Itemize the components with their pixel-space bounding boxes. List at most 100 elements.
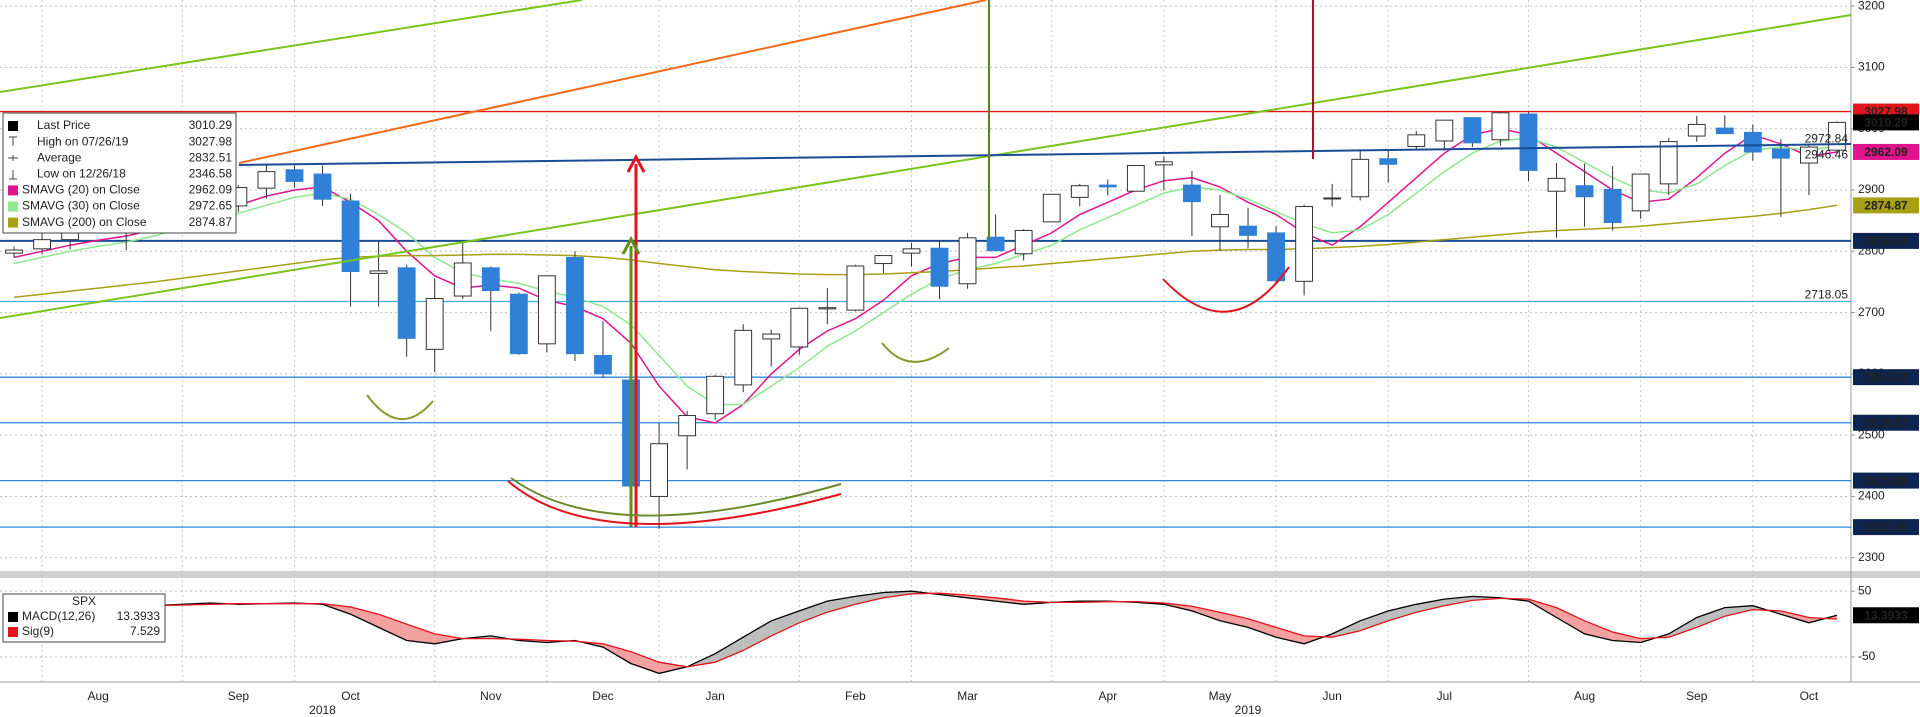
candle-body	[1351, 158, 1370, 198]
macd-fill	[1388, 604, 1417, 621]
macd-fill	[1360, 610, 1389, 631]
macd-fill	[406, 624, 435, 644]
arc	[510, 477, 842, 517]
level-label: 2972.84	[1805, 132, 1849, 146]
candle-body	[566, 256, 584, 355]
candle-body	[1407, 134, 1426, 147]
candle-body	[846, 265, 865, 311]
candle-body	[1547, 177, 1566, 192]
legend-label: Average	[37, 150, 82, 164]
x-tick-label: Sep	[228, 689, 250, 703]
y-tick-label: 2700	[1858, 305, 1885, 319]
level-label: 2874.87	[1864, 199, 1908, 213]
candle-body	[313, 173, 332, 200]
candle-body	[1295, 206, 1314, 282]
macd-fill	[378, 614, 407, 641]
legend-value: 2972.65	[189, 199, 233, 213]
legend-marker	[8, 627, 18, 637]
candle-body	[986, 236, 1005, 252]
macd-fill	[434, 633, 463, 644]
trend-line	[238, 0, 987, 164]
macd-fill	[1248, 618, 1277, 638]
candle-body	[1211, 214, 1229, 228]
legend-value: 2832.51	[189, 150, 233, 164]
candle-body	[1631, 173, 1650, 212]
level-box	[1853, 519, 1919, 536]
macd-fill	[602, 643, 632, 664]
candle-body	[1519, 113, 1538, 171]
candle-body	[874, 255, 893, 265]
candle-body	[1183, 184, 1201, 203]
level-label: 2520.27	[1864, 416, 1908, 430]
candle-body	[762, 333, 781, 340]
level-label: 2816.94	[1864, 234, 1908, 248]
legend-label: SMAVG (30) on Close	[22, 199, 140, 213]
macd-fill	[799, 601, 828, 623]
x-tick-label: Aug	[1574, 689, 1595, 703]
arc	[1162, 266, 1290, 313]
y-tick-label: -50	[1858, 649, 1876, 663]
macd-fill	[1696, 607, 1725, 628]
macd-fill	[883, 591, 912, 598]
candle-body	[1070, 185, 1089, 198]
candle-body	[1491, 112, 1510, 141]
macd-fill	[743, 620, 772, 651]
year-label: 2019	[1235, 703, 1262, 717]
candle-body	[818, 307, 837, 310]
candle-body	[1379, 158, 1398, 165]
candle-body	[1154, 161, 1173, 166]
arc	[507, 480, 842, 525]
macd-fill	[1556, 607, 1585, 634]
legend-label: Sig(9)	[22, 624, 54, 638]
candle-body	[1659, 141, 1678, 185]
value-label: 13.3933	[1864, 608, 1908, 622]
candle-body	[1800, 146, 1818, 164]
x-tick-label: Jun	[1322, 689, 1341, 703]
macd-fill	[631, 651, 660, 674]
y-tick-label: 2500	[1858, 427, 1885, 441]
x-tick-label: Apr	[1098, 689, 1117, 703]
y-tick-label: 2300	[1858, 550, 1885, 564]
legend-value: 2874.87	[189, 215, 233, 229]
y-tick-label: 2400	[1858, 489, 1885, 503]
x-tick-label: Jul	[1437, 689, 1452, 703]
macd-fill	[967, 595, 996, 602]
legend-value: 3027.98	[189, 134, 233, 148]
legend-marker	[8, 201, 18, 212]
x-tick-label: Nov	[480, 689, 501, 703]
level-label: 3010.29	[1864, 116, 1908, 130]
level-box	[1853, 232, 1919, 249]
x-tick-label: Oct	[341, 689, 360, 703]
candle-body	[341, 200, 360, 273]
x-tick-label: May	[1209, 689, 1232, 703]
level-label: 2350.00	[1864, 520, 1908, 534]
candle-body	[958, 237, 977, 285]
legend-label: SMAVG (20) on Close	[22, 183, 140, 197]
macd-fill	[1332, 620, 1361, 638]
x-tick-label: Sep	[1686, 689, 1708, 703]
legend-value: 3010.29	[189, 118, 233, 132]
candle-body	[425, 297, 444, 350]
macd-fill	[1416, 599, 1445, 613]
level-label: 2962.09	[1864, 145, 1908, 159]
macd-fill	[1191, 606, 1220, 621]
legend-label: High on 07/26/19	[37, 134, 129, 148]
candle-body	[1098, 184, 1117, 188]
candle-body	[930, 247, 949, 287]
legend-marker	[8, 121, 18, 131]
candle-body	[1267, 232, 1285, 282]
candle-body	[650, 443, 668, 497]
legend-label: MACD(12,26)	[22, 609, 95, 623]
level-box	[1853, 197, 1919, 214]
legend-value: 13.3933	[117, 609, 161, 623]
level-box	[1853, 114, 1919, 131]
macd-line	[13, 592, 1838, 668]
candle-body	[1323, 197, 1342, 200]
macd-fill	[1724, 605, 1753, 617]
panel-separator	[0, 571, 1920, 578]
candle-body	[285, 169, 304, 182]
panel-title: SPX	[72, 594, 96, 608]
y-tick-label: 50	[1858, 583, 1872, 597]
arc	[881, 342, 950, 363]
